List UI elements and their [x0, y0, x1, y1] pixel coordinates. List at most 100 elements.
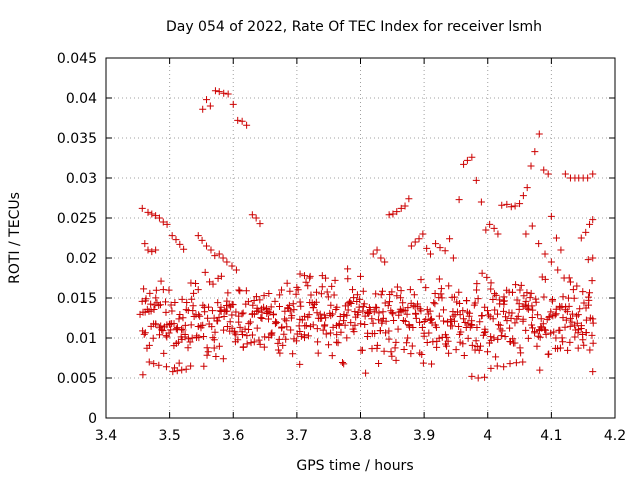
data-point: [415, 235, 423, 243]
data-point: [468, 372, 476, 380]
data-point: [494, 321, 502, 329]
data-point: [286, 307, 294, 315]
data-point: [150, 360, 158, 368]
data-point: [296, 360, 304, 368]
data-point: [212, 352, 220, 360]
data-point: [443, 333, 451, 341]
data-point: [289, 300, 297, 308]
x-tick-label: 3.4: [95, 428, 117, 444]
data-point: [152, 212, 160, 220]
data-point: [501, 332, 509, 340]
data-point: [550, 328, 558, 336]
data-point: [236, 323, 244, 331]
data-point: [557, 246, 565, 254]
data-point: [511, 319, 519, 327]
data-point: [519, 358, 527, 366]
data-point: [547, 329, 555, 337]
data-point: [205, 303, 213, 311]
data-point: [484, 311, 492, 319]
data-point: [243, 121, 251, 129]
data-point: [463, 156, 471, 164]
data-point: [585, 296, 593, 304]
data-point: [230, 327, 238, 335]
data-point: [281, 315, 289, 323]
data-point: [148, 210, 156, 218]
data-point: [456, 311, 464, 319]
data-point: [292, 337, 300, 345]
data-point: [296, 298, 304, 306]
data-point: [425, 329, 433, 337]
data-point: [443, 342, 451, 350]
data-point: [459, 315, 467, 323]
data-point: [461, 319, 469, 327]
data-point: [229, 100, 237, 108]
data-points: [136, 87, 597, 382]
data-point: [244, 298, 252, 306]
data-point: [481, 328, 489, 336]
data-point: [542, 330, 550, 338]
data-point: [549, 296, 557, 304]
data-point: [481, 373, 489, 381]
data-point: [322, 330, 330, 338]
data-point: [431, 300, 439, 308]
data-point: [172, 236, 180, 244]
data-point: [316, 310, 324, 318]
data-point: [388, 288, 396, 296]
data-point: [422, 315, 430, 323]
data-point: [220, 89, 228, 97]
data-point: [580, 299, 588, 307]
data-point: [158, 326, 166, 334]
data-point: [450, 293, 458, 301]
data-point: [589, 339, 597, 347]
data-point: [491, 306, 499, 314]
data-point: [468, 341, 476, 349]
data-point: [423, 338, 431, 346]
data-point: [450, 317, 458, 325]
data-point: [215, 342, 223, 350]
data-point: [517, 281, 525, 289]
data-point: [359, 302, 367, 310]
data-point: [282, 317, 290, 325]
data-point: [214, 299, 222, 307]
data-point: [570, 294, 578, 302]
data-point: [392, 338, 400, 346]
data-point: [517, 349, 525, 357]
data-point: [512, 281, 520, 289]
data-point: [368, 315, 376, 323]
data-point: [573, 282, 581, 290]
data-point: [165, 286, 173, 294]
data-point: [192, 279, 200, 287]
data-point: [338, 358, 346, 366]
data-point: [181, 321, 189, 329]
data-point: [162, 308, 170, 316]
data-point: [574, 311, 582, 319]
data-point: [319, 326, 327, 334]
data-point: [441, 247, 449, 255]
data-point: [460, 351, 468, 359]
data-point: [566, 338, 574, 346]
data-point: [356, 295, 364, 303]
data-point: [487, 364, 495, 372]
data-point: [152, 294, 160, 302]
data-point: [163, 220, 171, 228]
data-point: [167, 326, 175, 334]
data-point: [148, 248, 156, 256]
data-point: [329, 310, 337, 318]
data-point: [566, 322, 574, 330]
data-point: [178, 295, 186, 303]
data-point: [400, 345, 408, 353]
data-point: [347, 300, 355, 308]
data-point: [174, 338, 182, 346]
data-point: [314, 349, 322, 357]
data-point: [523, 289, 531, 297]
data-point: [405, 195, 413, 203]
data-point: [246, 318, 254, 326]
data-point: [343, 334, 351, 342]
y-tick-label: 0.01: [66, 331, 97, 347]
data-point: [447, 316, 455, 324]
data-point: [340, 360, 348, 368]
data-point: [333, 303, 341, 311]
data-point: [147, 300, 155, 308]
data-point: [471, 299, 479, 307]
data-point: [586, 289, 594, 297]
